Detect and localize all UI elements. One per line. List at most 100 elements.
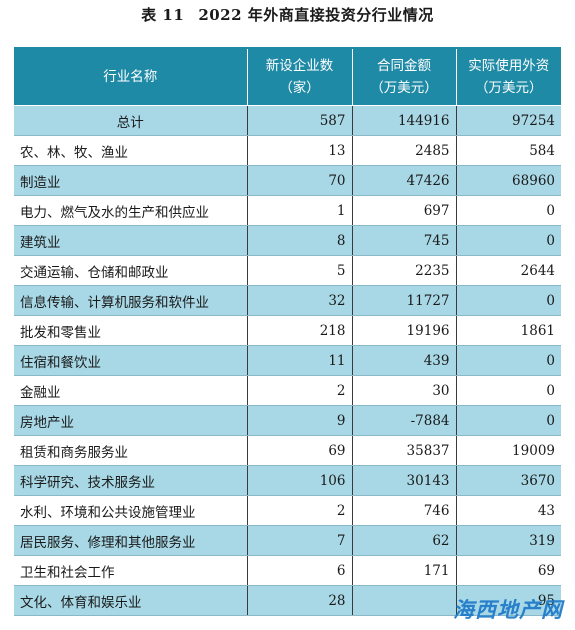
header-row: 行业名称 新设企业数 （家） 合同金额 （万美元） 实际使用外资 （万美元） xyxy=(14,47,561,106)
new-firms-cell: 5 xyxy=(247,255,353,286)
industry-cell: 金融业 xyxy=(14,375,248,406)
industry-cell: 电力、燃气及水的生产和供应业 xyxy=(14,195,248,226)
header-actual-label: 实际使用外资 xyxy=(468,58,550,74)
new-firms-cell: 28 xyxy=(247,585,353,616)
new-firms-cell: 32 xyxy=(247,285,353,316)
total-row: 总计 587 144916 97254 xyxy=(14,105,561,136)
industry-cell: 文化、体育和娱乐业 xyxy=(14,585,248,616)
actual-fdi-cell: 97254 xyxy=(456,105,561,136)
industry-cell: 住宿和餐饮业 xyxy=(14,345,248,376)
actual-fdi-cell: 3670 xyxy=(456,465,561,496)
actual-fdi-cell: 43 xyxy=(456,495,561,526)
actual-fdi-cell: 0 xyxy=(456,375,561,406)
new-firms-cell: 2 xyxy=(247,495,353,526)
header-actual: 实际使用外资 （万美元） xyxy=(456,47,561,106)
industry-cell: 居民服务、修理和其他服务业 xyxy=(14,525,248,556)
contract-amount-cell: -7884 xyxy=(352,405,457,436)
table-row: 科学研究、技术服务业 106 30143 3670 xyxy=(14,465,561,496)
header-new-firms: 新设企业数 （家） xyxy=(247,47,353,106)
new-firms-cell: 11 xyxy=(247,345,353,376)
contract-amount-cell: 11727 xyxy=(352,285,457,316)
actual-fdi-cell: 319 xyxy=(456,525,561,556)
actual-fdi-cell: 584 xyxy=(456,135,561,166)
new-firms-cell: 106 xyxy=(247,465,353,496)
actual-fdi-cell: 1861 xyxy=(456,315,561,346)
contract-amount-cell: 746 xyxy=(352,495,457,526)
actual-fdi-cell: 95 xyxy=(456,585,561,616)
table-title-text: 2022 年外商直接投资分行业情况 xyxy=(198,6,434,24)
actual-fdi-cell: 0 xyxy=(456,225,561,256)
new-firms-cell: 69 xyxy=(247,435,353,466)
industry-cell: 信息传输、计算机服务和软件业 xyxy=(14,285,248,316)
contract-amount-cell: 62 xyxy=(352,525,457,556)
table-row: 金融业 2 30 0 xyxy=(14,375,561,406)
actual-fdi-cell: 0 xyxy=(456,405,561,436)
table-row: 房地产业 9 -7884 0 xyxy=(14,405,561,436)
actual-fdi-cell: 0 xyxy=(456,345,561,376)
new-firms-cell: 8 xyxy=(247,225,353,256)
contract-amount-cell: 439 xyxy=(352,345,457,376)
contract-amount-cell: 745 xyxy=(352,225,457,256)
industry-cell: 农、林、牧、渔业 xyxy=(14,135,248,166)
header-industry: 行业名称 xyxy=(14,47,248,106)
table-row: 农、林、牧、渔业 13 2485 584 xyxy=(14,135,561,166)
industry-cell: 建筑业 xyxy=(14,225,248,256)
industry-cell: 制造业 xyxy=(14,165,248,196)
contract-amount-cell: 171 xyxy=(352,555,457,586)
contract-amount-cell: 19196 xyxy=(352,315,457,346)
table-row: 建筑业 8 745 0 xyxy=(14,225,561,256)
contract-amount-cell: 30143 xyxy=(352,465,457,496)
industry-cell: 批发和零售业 xyxy=(14,315,248,346)
new-firms-cell: 13 xyxy=(247,135,353,166)
table-row: 文化、体育和娱乐业 28 95 xyxy=(14,585,561,616)
header-new-firms-label: 新设企业数 xyxy=(265,58,334,74)
table-row: 制造业 70 47426 68960 xyxy=(14,165,561,196)
new-firms-cell: 7 xyxy=(247,525,353,556)
new-firms-cell: 6 xyxy=(247,555,353,586)
actual-fdi-cell: 0 xyxy=(456,195,561,226)
contract-amount-cell: 2485 xyxy=(352,135,457,166)
header-contract: 合同金额 （万美元） xyxy=(352,47,457,106)
industry-cell: 交通运输、仓储和邮政业 xyxy=(14,255,248,286)
contract-amount-cell: 144916 xyxy=(352,105,457,136)
new-firms-cell: 218 xyxy=(247,315,353,346)
industry-cell: 卫生和社会工作 xyxy=(14,555,248,586)
table-row: 住宿和餐饮业 11 439 0 xyxy=(14,345,561,376)
industry-cell: 房地产业 xyxy=(14,405,248,436)
table-row: 租赁和商务服务业 69 35837 19009 xyxy=(14,435,561,466)
contract-amount-cell xyxy=(352,585,457,616)
table-title: 表 11 2022 年外商直接投资分行业情况 xyxy=(0,4,575,26)
contract-amount-cell: 35837 xyxy=(352,435,457,466)
watermark-logo: 海西地产网 xyxy=(453,598,563,622)
table-body: 总计 587 144916 97254 农、林、牧、渔业 13 2485 584 制造业 70 47… xyxy=(14,105,561,616)
table-row: 电力、燃气及水的生产和供应业 1 697 0 xyxy=(14,195,561,226)
industry-cell: 总计 xyxy=(14,105,248,136)
table-row: 批发和零售业 218 19196 1861 xyxy=(14,315,561,346)
contract-amount-cell: 2235 xyxy=(352,255,457,286)
contract-amount-cell: 47426 xyxy=(352,165,457,196)
actual-fdi-cell: 0 xyxy=(456,285,561,316)
table-number: 表 11 xyxy=(141,6,185,24)
table-row: 信息传输、计算机服务和软件业 32 11727 0 xyxy=(14,285,561,316)
new-firms-cell: 2 xyxy=(247,375,353,406)
industry-cell: 租赁和商务服务业 xyxy=(14,435,248,466)
header-new-firms-unit: （家） xyxy=(279,80,320,96)
actual-fdi-cell: 68960 xyxy=(456,165,561,196)
industry-cell: 科学研究、技术服务业 xyxy=(14,465,248,496)
new-firms-cell: 1 xyxy=(247,195,353,226)
contract-amount-cell: 30 xyxy=(352,375,457,406)
actual-fdi-cell: 69 xyxy=(456,555,561,586)
table-row: 水利、环境和公共设施管理业 2 746 43 xyxy=(14,495,561,526)
actual-fdi-cell: 19009 xyxy=(456,435,561,466)
new-firms-cell: 587 xyxy=(247,105,353,136)
header-contract-label: 合同金额 xyxy=(377,58,431,74)
header-actual-unit: （万美元） xyxy=(475,80,543,96)
table-row: 交通运输、仓储和邮政业 5 2235 2644 xyxy=(14,255,561,286)
new-firms-cell: 70 xyxy=(247,165,353,196)
actual-fdi-cell: 2644 xyxy=(456,255,561,286)
table-row: 卫生和社会工作 6 171 69 xyxy=(14,555,561,586)
contract-amount-cell: 697 xyxy=(352,195,457,226)
industry-cell: 水利、环境和公共设施管理业 xyxy=(14,495,248,526)
header-contract-unit: （万美元） xyxy=(370,80,438,96)
new-firms-cell: 9 xyxy=(247,405,353,436)
